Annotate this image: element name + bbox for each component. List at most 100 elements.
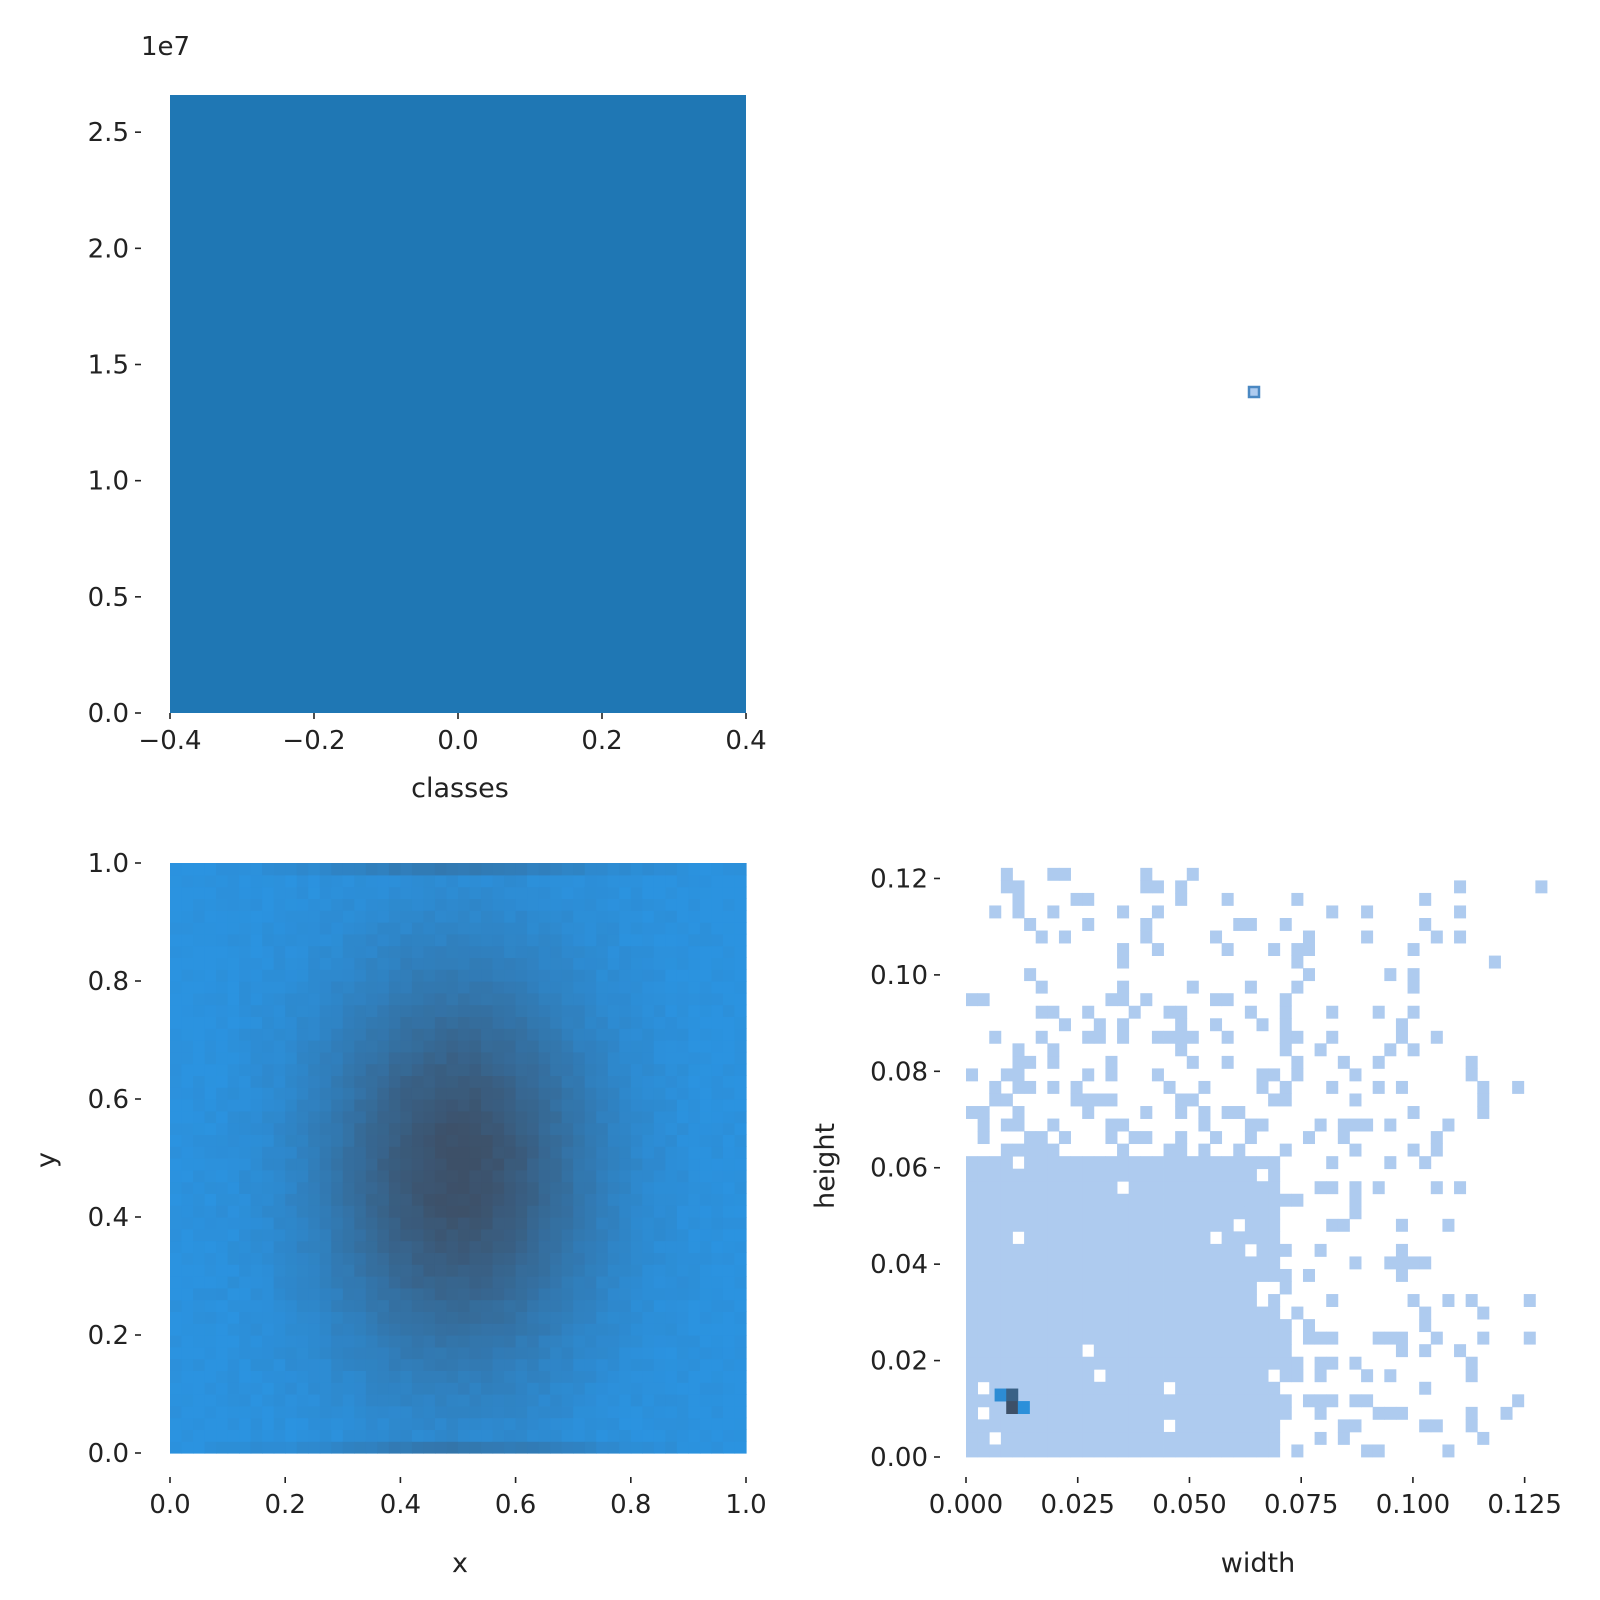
heatmap-cell bbox=[1140, 880, 1153, 894]
heatmap-cell bbox=[596, 1134, 609, 1147]
heatmap-cell bbox=[561, 1075, 574, 1088]
heatmap-cell bbox=[400, 886, 413, 899]
x-ticks: −0.4 −0.2 0.0 0.2 0.4 bbox=[138, 713, 767, 756]
heatmap-cell bbox=[204, 992, 217, 1006]
heatmap-cell bbox=[550, 1051, 563, 1065]
heatmap-cell bbox=[411, 1417, 425, 1430]
heatmap-cell bbox=[734, 1087, 747, 1100]
heatmap-cell bbox=[1430, 1181, 1443, 1195]
heatmap-cell bbox=[734, 992, 747, 1006]
heatmap-cell bbox=[1140, 917, 1153, 931]
heatmap-cell bbox=[204, 886, 217, 899]
heatmap-cell bbox=[1395, 1344, 1408, 1358]
heatmap-cell bbox=[1186, 1369, 1199, 1383]
heatmap-cell bbox=[989, 1080, 1002, 1094]
heatmap-cell bbox=[561, 1240, 574, 1253]
heatmap-cell bbox=[722, 992, 736, 1006]
heatmap-cell bbox=[423, 1240, 436, 1253]
heatmap-cell bbox=[538, 1228, 551, 1242]
heatmap-cell bbox=[1477, 1306, 1490, 1320]
heatmap-cell bbox=[1070, 1369, 1083, 1383]
heatmap-cell bbox=[1210, 930, 1223, 944]
heatmap-cell bbox=[227, 1169, 240, 1183]
heatmap-cell bbox=[296, 1004, 309, 1017]
heatmap-cell bbox=[688, 1299, 701, 1312]
heatmap-cell bbox=[273, 1287, 286, 1301]
heatmap-cell bbox=[676, 1075, 689, 1088]
heatmap-cell bbox=[676, 1217, 689, 1230]
heatmap-cell bbox=[711, 1087, 724, 1100]
heatmap-cell bbox=[170, 1110, 183, 1124]
heatmap-cell bbox=[1244, 1181, 1257, 1195]
heatmap-cell bbox=[1256, 1406, 1269, 1420]
heatmap-cell bbox=[273, 1441, 286, 1454]
heatmap-cell bbox=[365, 933, 378, 947]
heatmap-cell bbox=[181, 1276, 194, 1289]
heatmap-cell bbox=[584, 1358, 597, 1371]
heatmap-cell bbox=[400, 910, 413, 923]
heatmap-cell bbox=[239, 992, 252, 1006]
heatmap-cell bbox=[607, 1441, 620, 1454]
heatmap-cell bbox=[492, 1417, 505, 1430]
heatmap-cell bbox=[1419, 1156, 1432, 1170]
heatmap-cell bbox=[354, 1240, 367, 1253]
heatmap-cell bbox=[1198, 1306, 1211, 1320]
heatmap-cell bbox=[388, 1382, 401, 1395]
heatmap-cell bbox=[665, 1099, 678, 1112]
heatmap-cell bbox=[665, 1158, 678, 1171]
heatmap-cell bbox=[573, 1217, 586, 1230]
heatmap-cell bbox=[216, 910, 229, 923]
heatmap-cell bbox=[365, 957, 378, 970]
heatmap-cell bbox=[977, 1331, 990, 1345]
heatmap-cell bbox=[492, 1028, 505, 1041]
heatmap-cell bbox=[573, 1323, 586, 1336]
heatmap-cell bbox=[1407, 980, 1420, 994]
heatmap-cell bbox=[1326, 1394, 1339, 1408]
heatmap-cell bbox=[181, 1075, 194, 1088]
heatmap-cell bbox=[319, 898, 332, 911]
heatmap-cell bbox=[642, 1158, 655, 1171]
heatmap-cell bbox=[630, 1323, 643, 1336]
heatmap-cell bbox=[262, 1146, 275, 1159]
heatmap-cell bbox=[492, 1335, 505, 1348]
heatmap-cell bbox=[734, 1016, 747, 1029]
heatmap-cell bbox=[250, 1110, 263, 1124]
heatmap-cell bbox=[688, 1146, 701, 1159]
heatmap-cell bbox=[285, 933, 298, 947]
heatmap-cell bbox=[296, 945, 309, 958]
heatmap-cell bbox=[319, 1217, 332, 1230]
heatmap-cell bbox=[1175, 1256, 1188, 1270]
heatmap-cell bbox=[1454, 1181, 1467, 1195]
heatmap-cell bbox=[262, 1217, 275, 1230]
heatmap-cell bbox=[561, 1110, 574, 1124]
heatmap-cell bbox=[1117, 1281, 1130, 1295]
heatmap-cell bbox=[262, 992, 275, 1006]
heatmap-cell bbox=[596, 957, 609, 970]
heatmap-cell bbox=[527, 1311, 540, 1324]
heatmap-cell bbox=[239, 1181, 252, 1194]
heatmap-cell bbox=[1117, 993, 1130, 1007]
heatmap-cell bbox=[458, 1370, 471, 1383]
heatmap-cell bbox=[239, 1205, 252, 1218]
heatmap-cell bbox=[699, 1110, 713, 1124]
heatmap-cell bbox=[630, 1276, 643, 1289]
heatmap-cell bbox=[1233, 1356, 1246, 1370]
heatmap-cell bbox=[296, 1040, 309, 1053]
heatmap-cell bbox=[285, 1240, 298, 1253]
heatmap-cell bbox=[1256, 1344, 1269, 1358]
heatmap-cell bbox=[1093, 1243, 1106, 1257]
heatmap-cell bbox=[458, 1429, 471, 1442]
heatmap-cell bbox=[411, 1122, 425, 1135]
heatmap-cell bbox=[1291, 1444, 1304, 1458]
heatmap-cell bbox=[354, 1441, 367, 1454]
heatmap-cell bbox=[1035, 1281, 1048, 1295]
x-tick-label: 0.025 bbox=[1041, 1490, 1115, 1520]
heatmap-cell bbox=[596, 874, 609, 888]
heatmap-cell bbox=[1035, 1268, 1048, 1282]
heatmap-cell bbox=[550, 910, 563, 923]
heatmap-cell bbox=[388, 1158, 401, 1171]
heatmap-cell bbox=[1198, 1168, 1211, 1182]
heatmap-cell bbox=[642, 981, 655, 994]
heatmap-cell bbox=[1024, 1331, 1037, 1345]
heatmap-cell bbox=[607, 981, 620, 994]
